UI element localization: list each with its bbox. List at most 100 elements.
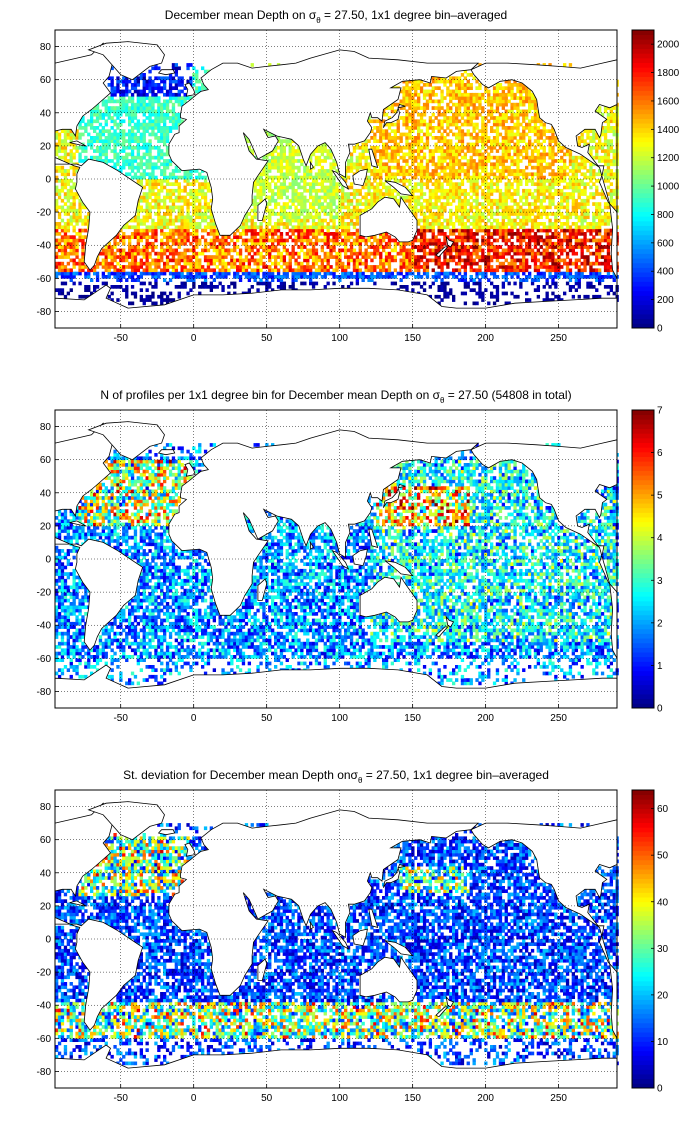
heatmap-cell: [320, 175, 325, 180]
heatmap-cell: [463, 265, 468, 269]
heatmap-cell: [390, 159, 395, 163]
heatmap-cell: [414, 205, 418, 210]
heatmap-cell: [110, 258, 114, 263]
heatmap-cell: [449, 258, 453, 263]
heatmap-cell: [592, 225, 596, 230]
heatmap-cell: [563, 185, 567, 190]
heatmap-cell: [484, 288, 488, 293]
heatmap-cell: [469, 228, 473, 233]
heatmap-cell: [402, 265, 406, 269]
heatmap-cell: [609, 175, 614, 180]
heatmap-cell: [165, 241, 170, 246]
heatmap-cell: [487, 172, 491, 177]
heatmap-cell: [519, 179, 523, 183]
heatmap-cell: [405, 285, 409, 289]
heatmap-cell: [463, 192, 468, 196]
heatmap-cell: [326, 268, 330, 273]
heatmap-cell: [364, 179, 368, 183]
heatmap-cell: [437, 218, 441, 223]
heatmap-cell: [107, 251, 111, 256]
heatmap-cell: [180, 271, 184, 276]
heatmap-cell: [189, 218, 193, 223]
heatmap-cell: [536, 205, 541, 210]
heatmap-cell: [314, 232, 319, 236]
heatmap-cell: [349, 159, 354, 163]
heatmap-cell: [507, 208, 511, 213]
heatmap-cell: [320, 172, 325, 177]
heatmap-cell: [139, 145, 144, 150]
heatmap-cell: [84, 159, 88, 163]
heatmap-cell: [560, 271, 564, 276]
heatmap-cell: [530, 222, 535, 226]
heatmap-cell: [501, 285, 506, 289]
heatmap-cell: [487, 261, 491, 266]
heatmap-cell: [554, 241, 558, 246]
heatmap-cell: [560, 265, 564, 269]
heatmap-cell: [443, 218, 447, 223]
heatmap-cell: [440, 208, 444, 213]
heatmap-cell: [57, 149, 62, 153]
heatmap-cell: [151, 235, 155, 240]
heatmap-cell: [568, 175, 573, 180]
heatmap-cell: [101, 265, 106, 269]
heatmap-cell: [306, 268, 310, 273]
heatmap-cell: [487, 192, 491, 196]
heatmap-cell: [186, 271, 190, 276]
heatmap-cell: [335, 215, 339, 220]
heatmap-cell: [294, 172, 298, 177]
heatmap-cell: [481, 294, 485, 299]
heatmap-cell: [563, 159, 567, 163]
heatmap-cell: [268, 232, 272, 236]
heatmap-cell: [352, 205, 357, 210]
heatmap-cell: [259, 245, 263, 249]
heatmap-cell: [247, 251, 252, 256]
heatmap-cell: [536, 212, 541, 216]
heatmap-cell: [72, 248, 76, 253]
heatmap-cell: [501, 255, 506, 259]
heatmap-cell: [95, 278, 100, 283]
heatmap-cell: [282, 222, 287, 226]
heatmap-cell: [554, 285, 558, 289]
heatmap-cell: [399, 258, 403, 263]
heatmap-cell: [154, 205, 158, 210]
heatmap-cell: [574, 238, 579, 243]
heatmap-cell: [405, 145, 409, 150]
heatmap-cell: [230, 265, 234, 269]
heatmap-cell: [195, 228, 199, 233]
heatmap-cell: [525, 188, 529, 193]
heatmap-cell: [586, 208, 590, 213]
heatmap-cell: [370, 251, 374, 256]
heatmap-cell: [346, 169, 351, 173]
heatmap-cell: [198, 202, 202, 206]
heatmap-cell: [469, 278, 473, 283]
heatmap-cell: [533, 268, 538, 273]
heatmap-cell: [291, 175, 295, 180]
heatmap-cell: [481, 291, 485, 296]
heatmap-cell: [382, 192, 386, 196]
heatmap-cell: [279, 205, 284, 210]
heatmap-cell: [195, 232, 199, 236]
heatmap-cell: [437, 222, 441, 226]
heatmap-cell: [472, 149, 476, 153]
heatmap-cell: [209, 268, 214, 273]
heatmap-cell: [78, 152, 82, 157]
heatmap-cell: [417, 172, 421, 177]
heatmap-cell: [431, 275, 435, 279]
heatmap-cell: [370, 265, 374, 269]
heatmap-cell: [63, 185, 68, 190]
heatmap-cell: [542, 275, 546, 279]
heatmap-cell: [408, 198, 412, 203]
heatmap-cell: [501, 169, 506, 173]
heatmap-cell: [326, 169, 330, 173]
heatmap-cell: [183, 185, 187, 190]
heatmap-cell: [376, 265, 380, 269]
heatmap-cell: [253, 238, 257, 243]
heatmap-cell: [250, 222, 254, 226]
heatmap-cell: [338, 258, 342, 263]
heatmap-cell: [133, 255, 138, 259]
heatmap-cell: [580, 275, 584, 279]
heatmap-cell: [419, 218, 424, 223]
heatmap-cell: [189, 215, 193, 220]
heatmap-cell: [320, 202, 325, 206]
heatmap-cell: [311, 198, 316, 203]
